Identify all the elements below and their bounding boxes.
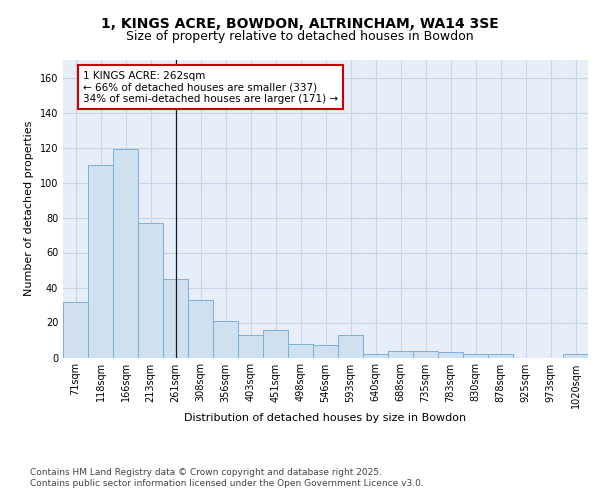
Bar [288, 344, 313, 357]
Bar [338, 335, 363, 357]
Y-axis label: Number of detached properties: Number of detached properties [24, 121, 34, 296]
Bar [413, 350, 438, 358]
Bar [163, 279, 188, 357]
Text: Size of property relative to detached houses in Bowdon: Size of property relative to detached ho… [126, 30, 474, 43]
Bar [563, 354, 588, 358]
Text: Contains HM Land Registry data © Crown copyright and database right 2025.
Contai: Contains HM Land Registry data © Crown c… [30, 468, 424, 487]
Bar [313, 345, 338, 358]
Bar [113, 150, 138, 358]
Text: 1 KINGS ACRE: 262sqm
← 66% of detached houses are smaller (337)
34% of semi-deta: 1 KINGS ACRE: 262sqm ← 66% of detached h… [83, 70, 338, 104]
Bar [88, 165, 113, 358]
Bar [263, 330, 288, 357]
Bar [438, 352, 463, 358]
Bar [238, 335, 263, 357]
Bar [363, 354, 388, 358]
X-axis label: Distribution of detached houses by size in Bowdon: Distribution of detached houses by size … [184, 414, 467, 424]
Text: 1, KINGS ACRE, BOWDON, ALTRINCHAM, WA14 3SE: 1, KINGS ACRE, BOWDON, ALTRINCHAM, WA14 … [101, 18, 499, 32]
Bar [63, 302, 88, 358]
Bar [463, 354, 488, 358]
Bar [138, 223, 163, 358]
Bar [488, 354, 513, 358]
Bar [188, 300, 213, 358]
Bar [213, 321, 238, 358]
Bar [388, 350, 413, 358]
